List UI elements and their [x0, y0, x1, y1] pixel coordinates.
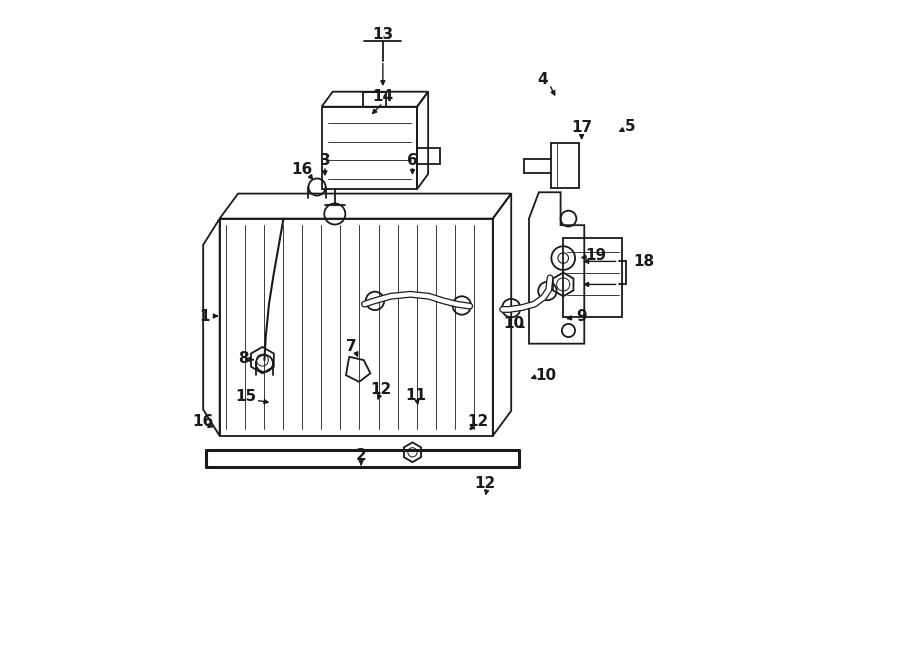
Text: 18: 18	[634, 254, 654, 269]
Text: 3: 3	[320, 153, 330, 168]
Text: 16: 16	[193, 414, 214, 429]
Text: 7: 7	[346, 340, 356, 354]
Text: 8: 8	[238, 351, 248, 366]
Text: 4: 4	[536, 71, 547, 87]
Text: 10: 10	[503, 317, 525, 331]
Text: 16: 16	[292, 162, 312, 176]
Text: 13: 13	[373, 27, 393, 42]
Text: 9: 9	[576, 309, 587, 323]
Text: 12: 12	[370, 382, 392, 397]
Text: 2: 2	[356, 448, 366, 463]
Text: 14: 14	[373, 89, 393, 104]
Text: 10: 10	[535, 368, 556, 383]
Bar	[563, 239, 623, 317]
Text: 11: 11	[405, 387, 427, 403]
Text: 12: 12	[474, 477, 496, 491]
Text: 12: 12	[467, 414, 489, 429]
Text: 19: 19	[586, 248, 607, 263]
Text: 17: 17	[572, 120, 592, 136]
Text: 1: 1	[199, 309, 210, 323]
Text: 6: 6	[407, 153, 418, 168]
Text: 5: 5	[625, 119, 635, 134]
Text: 15: 15	[236, 389, 256, 404]
Bar	[363, 93, 386, 106]
